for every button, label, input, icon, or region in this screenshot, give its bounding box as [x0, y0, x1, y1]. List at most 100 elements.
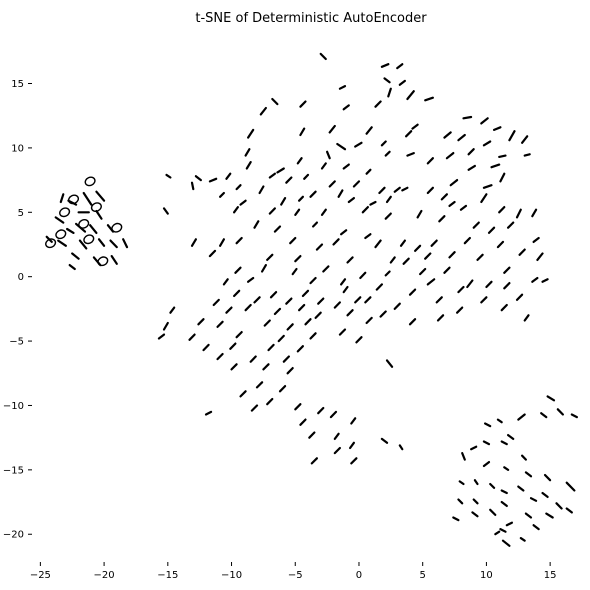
data-point-stroke [384, 212, 392, 220]
data-point-stroke [545, 512, 554, 519]
data-point-stroke [498, 154, 507, 158]
data-point-stroke [490, 163, 501, 169]
data-point-stroke [346, 256, 354, 264]
data-point-stroke [520, 135, 529, 144]
data-point-stroke [309, 332, 317, 340]
data-point-stroke [347, 197, 355, 204]
data-point-stroke [424, 252, 432, 260]
data-point-stroke [484, 422, 492, 428]
x-tick-label: −20 [94, 570, 115, 581]
data-point-stroke [443, 266, 451, 274]
data-point-stroke [374, 100, 382, 108]
data-point-stroke [162, 207, 169, 215]
data-point-stroke [435, 296, 443, 304]
data-point-ring [45, 238, 57, 249]
data-point-stroke [244, 148, 251, 157]
data-point-stroke [411, 123, 419, 130]
data-point-stroke [480, 296, 488, 304]
data-point-stroke [296, 157, 303, 165]
data-point-stroke [354, 141, 363, 148]
data-point-stroke [507, 221, 515, 229]
data-point-stroke [296, 345, 304, 353]
data-point-stroke [472, 221, 480, 229]
data-point-stroke [336, 142, 347, 151]
data-point-stroke [493, 126, 502, 131]
data-point-stroke [457, 133, 466, 142]
data-point-stroke [165, 173, 172, 179]
data-point-stroke [416, 209, 423, 219]
data-point-stroke [261, 264, 267, 273]
data-point-stroke [494, 530, 501, 536]
data-point-stroke [350, 417, 357, 425]
data-point-stroke [448, 251, 456, 259]
data-point-stroke [338, 328, 347, 336]
y-tick-label: 5 [18, 208, 24, 219]
data-point-stroke [328, 124, 336, 134]
data-point-stroke [498, 206, 506, 214]
data-point-stroke [482, 184, 493, 189]
data-point-stroke [556, 408, 565, 416]
data-point-stroke [82, 191, 93, 206]
scatter-marks [45, 52, 579, 547]
data-point-stroke [378, 186, 386, 195]
data-point-stroke [317, 297, 325, 305]
data-point-stroke [487, 226, 496, 234]
data-point-stroke [333, 446, 341, 455]
data-point-stroke [436, 314, 445, 322]
data-point-stroke [364, 233, 372, 240]
data-point-stroke [285, 297, 293, 305]
data-point-stroke [369, 200, 377, 206]
data-point-stroke [500, 500, 508, 507]
data-point-stroke [457, 498, 464, 505]
data-point-stroke [216, 352, 224, 361]
data-point-stroke [320, 208, 327, 216]
data-point-stroke [419, 267, 427, 276]
data-point-stroke [387, 87, 392, 98]
data-point-stroke [517, 413, 526, 421]
data-point-stroke [457, 285, 465, 294]
data-point-ring [55, 229, 67, 240]
data-point-stroke [239, 199, 247, 206]
data-point-stroke [197, 318, 205, 326]
data-point-stroke [531, 208, 538, 218]
data-point-stroke [235, 236, 243, 245]
data-point-stroke [278, 385, 287, 393]
data-point-stroke [95, 190, 106, 202]
data-point-stroke [320, 162, 327, 170]
data-point-stroke [328, 180, 336, 188]
data-point-stroke [95, 209, 103, 220]
data-point-stroke [532, 524, 540, 531]
data-point-stroke [401, 186, 409, 192]
data-point-stroke [380, 63, 390, 68]
data-point-ring [84, 176, 96, 187]
x-tick-label: 10 [480, 570, 493, 581]
data-point-stroke [253, 220, 260, 229]
data-point-stroke [565, 507, 573, 514]
data-point-stroke [190, 238, 197, 247]
data-point-stroke [406, 90, 415, 101]
data-point-stroke [426, 186, 434, 195]
data-point-stroke [443, 131, 452, 139]
data-point-stroke [309, 276, 317, 285]
data-point-stroke [398, 444, 404, 451]
data-point-stroke [332, 238, 340, 246]
data-point-stroke [310, 457, 318, 465]
data-point-stroke [65, 227, 75, 234]
data-point-stroke [162, 321, 169, 331]
data-point-stroke [393, 302, 401, 310]
data-point-stroke [380, 140, 387, 147]
data-point-stroke [384, 150, 391, 157]
x-tick-label: 0 [356, 570, 362, 581]
data-point-stroke [235, 331, 243, 339]
data-point-stroke [169, 306, 176, 314]
y-tick-label: −5 [9, 337, 24, 348]
data-point-stroke [312, 221, 318, 228]
data-point-stroke [259, 106, 267, 116]
data-point-stroke [396, 63, 404, 70]
data-point-stroke [216, 320, 224, 328]
data-point-stroke [247, 128, 255, 139]
y-tick-label: 10 [11, 143, 24, 154]
data-point-stroke [507, 434, 515, 440]
data-point-stroke [501, 539, 511, 547]
